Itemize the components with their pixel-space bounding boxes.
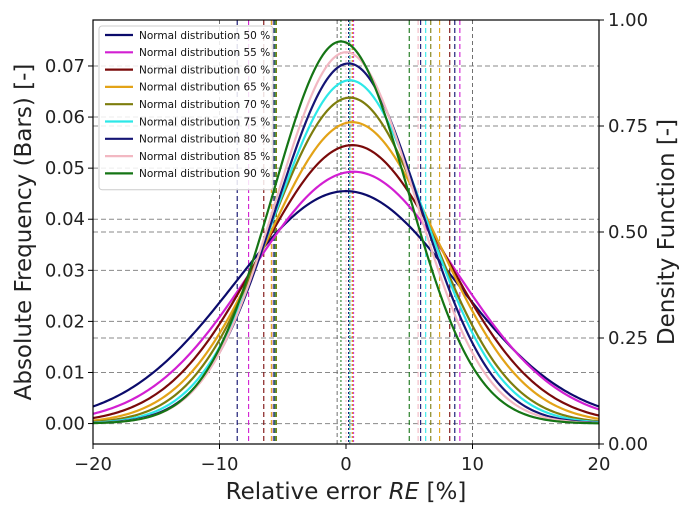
legend-label-6: Normal distribution 80 % [139,134,270,146]
density-curves [93,40,599,425]
y-left-tick-label: 0.05 [45,158,85,179]
axis-ticks: 0.00 0.01 0.02 0.03 0.04 0.05 0.06 0.07 0.00 0.25… [45,10,648,475]
x-axis-title: Relative error RE [%] [226,479,467,505]
x-axis-title-symbol: RE [389,479,420,505]
density-curve-3 [93,121,599,422]
y-left-tick-label: 0.06 [45,107,85,128]
x-tick-label: −10 [201,454,239,475]
legend-label-2: Normal distribution 60 % [139,64,270,76]
y-axis-right-title: Density Function [-] [654,119,680,345]
density-curve-5 [93,79,599,424]
y-right-tick-label: 0.25 [608,328,648,349]
legend-label-1: Normal distribution 55 % [139,47,270,59]
y-right-tick-label: 0.50 [608,222,648,243]
y-left-tick-label: 0.00 [45,414,85,435]
x-axis-title-unit: [%] [419,479,466,505]
x-tick-label: 0 [340,454,351,475]
density-curve-1 [93,170,599,415]
legend-label-0: Normal distribution 50 % [139,30,270,42]
y-left-tick-label: 0.07 [45,56,85,77]
density-curve-2 [93,144,599,420]
density-curve-4 [93,96,599,423]
x-tick-label: −20 [74,454,112,475]
legend-label-4: Normal distribution 70 % [139,99,270,111]
y-axis-left-title: Absolute Frequency (Bars) [-] [11,64,37,401]
y-right-tick-label: 0.00 [608,434,648,455]
density-curve-8 [93,40,599,425]
y-left-tick-label: 0.02 [45,311,85,332]
legend-label-5: Normal distribution 75 % [139,116,270,128]
x-tick-label: 10 [461,454,484,475]
y-right-tick-label: 0.75 [608,116,648,137]
y-right-tick-label: 1.00 [608,10,648,31]
legend-label-8: Normal distribution 90 % [139,168,270,180]
x-tick-label: 20 [588,454,611,475]
legend-label-3: Normal distribution 65 % [139,82,270,94]
y-left-tick-label: 0.01 [45,362,85,383]
x-axis-title-prefix: Relative error [226,479,389,505]
legend: Normal distribution 50 % Normal distribut… [98,25,274,191]
y-left-tick-label: 0.03 [45,260,85,281]
legend-box [98,25,274,191]
y-left-tick-label: 0.04 [45,209,85,230]
legend-label-7: Normal distribution 85 % [139,151,270,163]
